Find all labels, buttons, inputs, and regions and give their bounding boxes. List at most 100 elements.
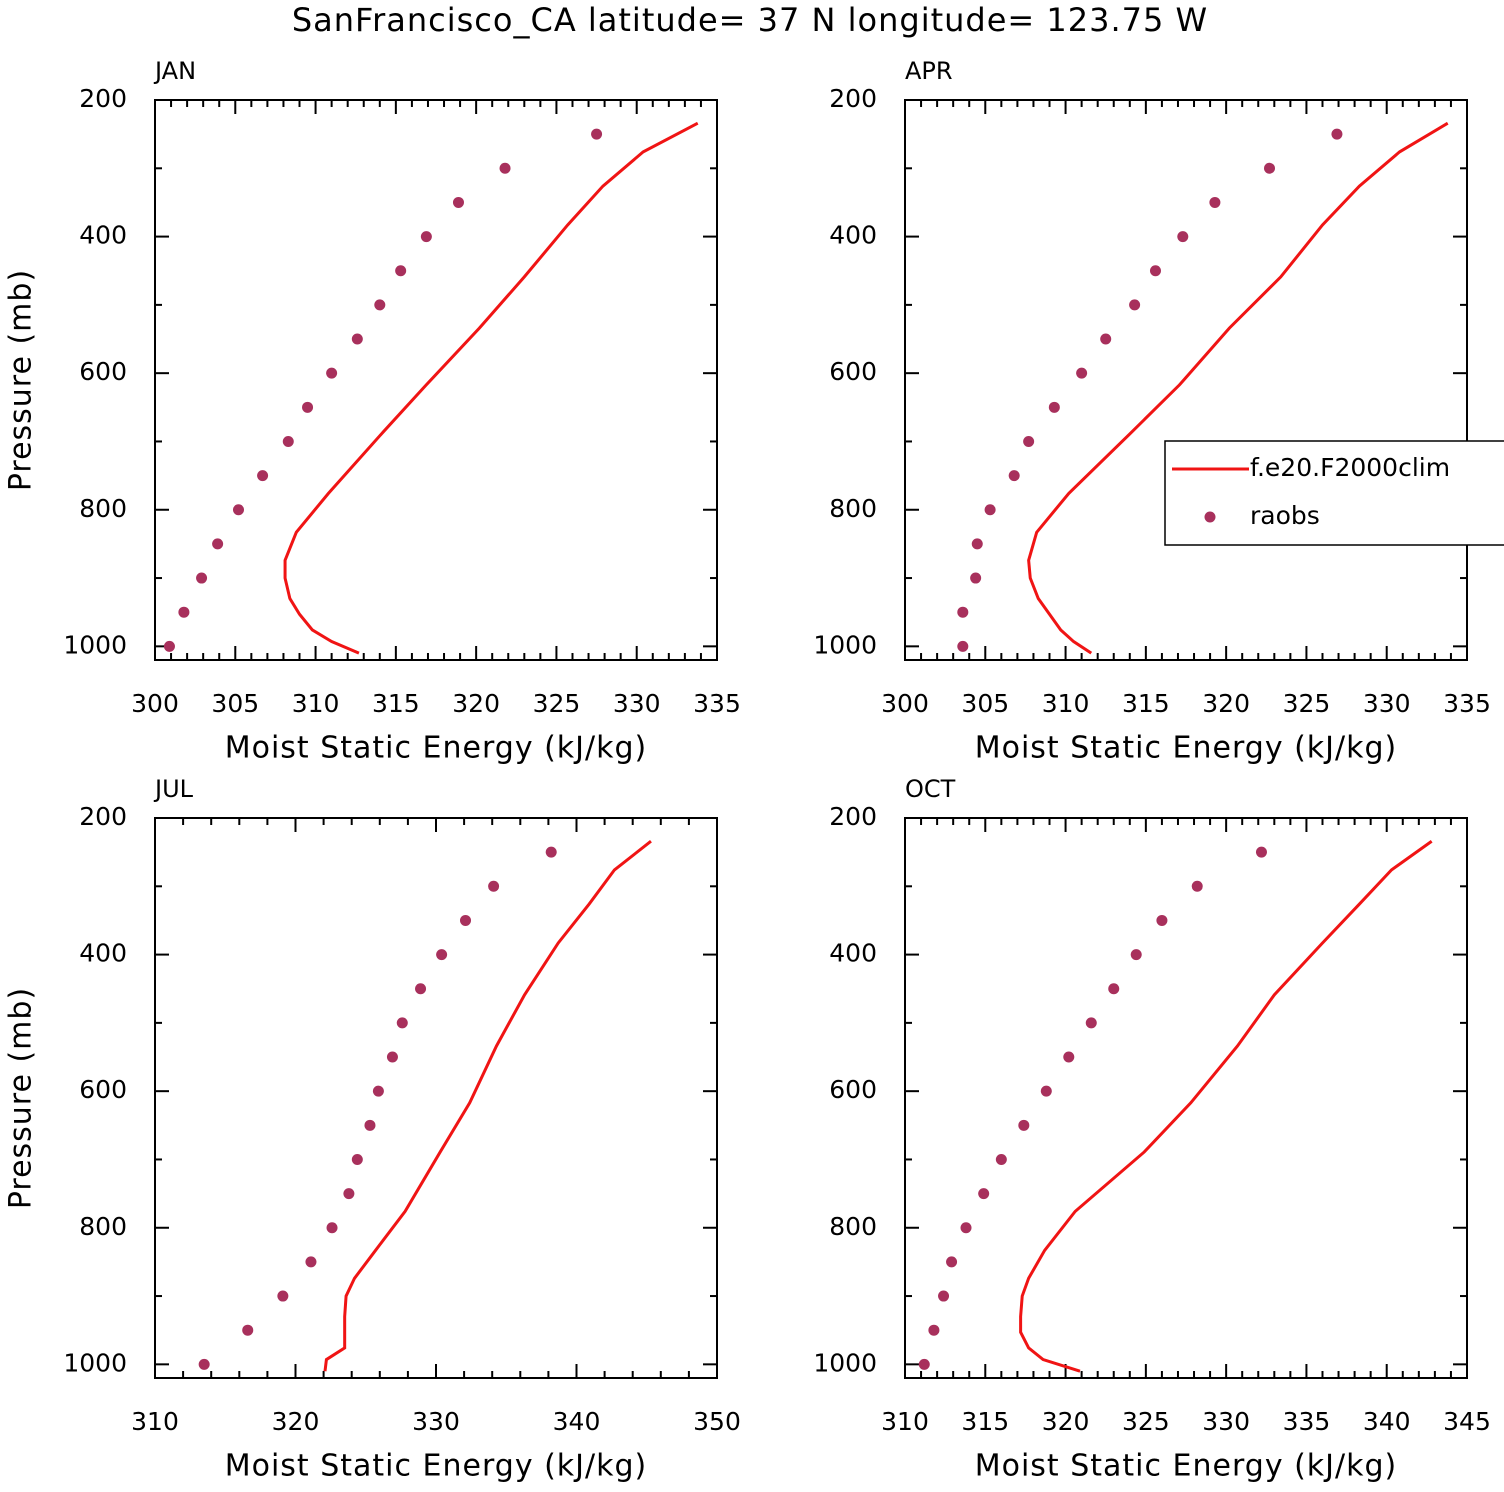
x-tick-label: 335	[1283, 1407, 1331, 1436]
obs-point	[196, 572, 208, 584]
obs-point	[1063, 1051, 1075, 1063]
obs-point	[351, 333, 363, 345]
obs-point	[326, 367, 338, 379]
obs-point	[232, 504, 244, 516]
y-tick-label: 200	[79, 84, 127, 113]
obs-point	[1191, 880, 1203, 892]
plot-frame	[904, 99, 1468, 661]
x-tick-label: 320	[452, 689, 500, 718]
x-tick-label: 325	[533, 689, 581, 718]
x-axis-label: Moist Static Energy (kJ/kg)	[225, 1449, 648, 1484]
y-tick-label: 200	[79, 802, 127, 831]
figure-title: SanFrancisco_CA latitude= 37 N longitude…	[292, 1, 1208, 39]
y-tick-label: 200	[829, 802, 877, 831]
obs-point	[282, 435, 294, 447]
profile-line	[1027, 121, 1449, 655]
y-tick-label: 1000	[63, 1348, 127, 1377]
obs-point	[386, 1051, 398, 1063]
panel-title: APR	[905, 57, 953, 85]
x-tick-label: 305	[211, 689, 259, 718]
legend-box	[1164, 440, 1504, 546]
x-tick-label: 335	[1443, 689, 1491, 718]
obs-point	[242, 1324, 254, 1336]
x-tick-label: 325	[1283, 689, 1331, 718]
obs-point	[460, 914, 472, 926]
obs-point	[995, 1153, 1007, 1165]
x-tick-label: 330	[412, 1407, 460, 1436]
obs-point	[957, 606, 969, 618]
obs-point	[1023, 435, 1035, 447]
obs-point	[488, 880, 500, 892]
x-tick-label: 350	[693, 1407, 741, 1436]
panel-title: JUL	[153, 775, 194, 803]
obs-point	[1100, 333, 1112, 345]
obs-point	[1129, 299, 1141, 311]
x-tick-label: 300	[131, 689, 179, 718]
y-tick-label: 1000	[63, 630, 127, 659]
obs-point	[436, 949, 448, 961]
obs-point	[978, 1188, 990, 1200]
obs-point	[946, 1256, 958, 1268]
obs-point	[1040, 1085, 1052, 1097]
obs-point	[545, 846, 557, 858]
x-tick-label: 330	[613, 689, 661, 718]
y-tick-label: 400	[829, 221, 877, 250]
y-tick-label: 600	[829, 1075, 877, 1104]
x-tick-label: 325	[1122, 1407, 1170, 1436]
x-tick-label: 310	[1042, 689, 1090, 718]
legend: f.e20.F2000clim raobs	[1164, 440, 1504, 546]
obs-point	[372, 1085, 384, 1097]
obs-point	[374, 299, 386, 311]
obs-point	[1149, 265, 1161, 277]
obs-point	[395, 265, 407, 277]
profile-line	[283, 121, 699, 655]
obs-point	[452, 196, 464, 208]
obs-point	[1156, 914, 1168, 926]
x-tick-label: 315	[372, 689, 420, 718]
panel: JAN Moist Static Energy (kJ/kg) Pressure (…	[4, 57, 741, 766]
y-tick-label: 800	[79, 494, 127, 523]
x-tick-label: 310	[881, 1407, 929, 1436]
x-tick-label: 310	[131, 1407, 179, 1436]
obs-point	[305, 1256, 317, 1268]
x-tick-label: 310	[292, 689, 340, 718]
x-tick-label: 330	[1363, 689, 1411, 718]
panel-title: OCT	[905, 775, 956, 803]
x-axis-label: Moist Static Energy (kJ/kg)	[975, 1449, 1398, 1484]
plot-frame	[904, 817, 1468, 1379]
x-tick-label: 340	[553, 1407, 601, 1436]
obs-point	[277, 1290, 289, 1302]
x-tick-label: 330	[1202, 1407, 1250, 1436]
x-tick-label: 300	[881, 689, 929, 718]
legend-swatch	[1204, 511, 1216, 523]
legend-label: f.e20.F2000clim	[1250, 453, 1450, 482]
y-tick-label: 800	[829, 1212, 877, 1241]
y-tick-label: 400	[79, 939, 127, 968]
y-tick-label: 1000	[813, 630, 877, 659]
profile-line	[323, 840, 652, 1372]
x-axis-label: Moist Static Energy (kJ/kg)	[975, 731, 1398, 766]
panel: JUL Moist Static Energy (kJ/kg) Pressure (…	[4, 775, 741, 1484]
obs-point	[970, 572, 982, 584]
y-axis-label: Pressure (mb)	[4, 269, 39, 491]
panel: APR Moist Static Energy (kJ/kg) 300 305 310 3…	[813, 57, 1504, 766]
panel-title: JAN	[153, 57, 196, 85]
obs-point	[178, 606, 190, 618]
obs-point	[257, 470, 269, 482]
x-tick-label: 320	[1202, 689, 1250, 718]
obs-point	[499, 162, 511, 174]
obs-point	[957, 640, 969, 652]
obs-point	[163, 640, 175, 652]
obs-point	[1085, 1017, 1097, 1029]
obs-point	[420, 231, 432, 243]
panel: OCT Moist Static Energy (kJ/kg) 310 315 320 3…	[813, 775, 1490, 1484]
obs-point	[1209, 196, 1221, 208]
obs-point	[343, 1188, 355, 1200]
obs-point	[212, 538, 224, 550]
obs-point	[918, 1358, 930, 1370]
obs-point	[1048, 401, 1060, 413]
x-tick-label: 320	[1042, 1407, 1090, 1436]
obs-point	[415, 983, 427, 995]
